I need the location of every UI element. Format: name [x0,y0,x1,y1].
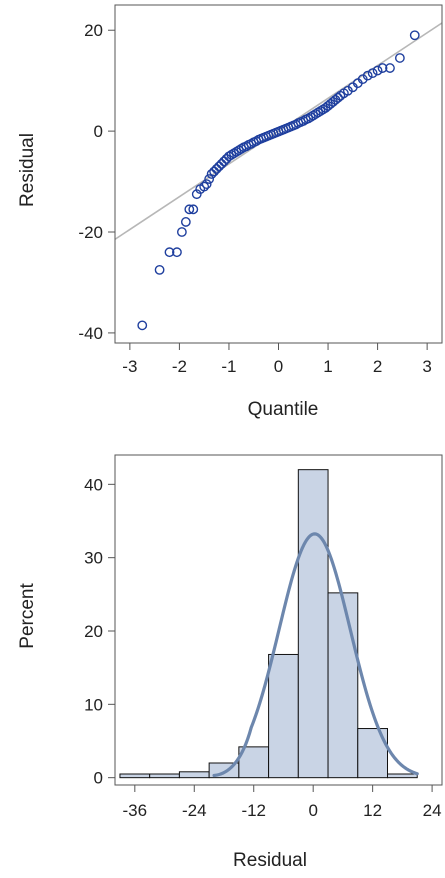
qq-reference-line-group [115,21,442,241]
qq-point [385,63,395,73]
histogram-x-tick-label: -36 [123,801,148,820]
histogram-y-ticks: 0 10 20 30 40 [84,475,115,788]
qq-point [367,68,378,79]
histogram-x-tick-label: 12 [363,801,382,820]
histogram-y-tick-label: 40 [84,475,103,494]
histogram-y-tick-label: 20 [84,622,103,641]
qq-point [214,161,224,172]
qq-x-tick-label: 1 [323,357,332,376]
density-curve [212,532,419,778]
histogram-bar [119,773,151,779]
histogram-y-tick-label: 10 [84,695,103,714]
histogram-bar [149,773,180,779]
qq-reference-line [115,21,442,241]
qq-point [184,204,195,215]
qq-plot-frame [115,5,442,343]
histogram-y-tick-label: 0 [94,769,103,788]
qq-point [310,109,321,119]
qq-point [172,247,182,258]
qq-point [313,107,324,118]
histogram-bar [178,771,210,779]
qq-point [216,159,227,169]
qq-point [226,149,237,160]
histogram-bar [268,653,299,779]
qq-point [315,106,326,116]
qq-point [224,151,234,162]
qq-x-ticks: -3 -2 -1 0 1 2 3 [122,343,432,376]
histogram-x-tick-label: 24 [423,801,442,820]
qq-y-axis-title: Residual [17,133,38,207]
qq-y-ticks: -40 -20 0 20 [78,21,115,343]
qq-point [233,145,244,156]
qq-point [209,166,219,177]
qq-y-tick-label: 0 [94,122,103,141]
qq-x-tick-label: -1 [221,357,236,376]
qq-point [377,63,388,73]
qq-point [236,143,247,154]
qq-x-tick-label: -2 [172,357,187,376]
qq-point [362,70,373,81]
qq-x-tick-label: 3 [422,357,431,376]
qq-plot-border [114,4,443,344]
histogram-bar [387,773,418,779]
histogram-y-axis-title: Percent [17,583,38,649]
qq-point [308,110,319,121]
qq-x-tick-label: -3 [122,357,137,376]
histogram-x-ticks: -36 -24 -12 0 12 24 [123,785,442,820]
qq-point [409,30,420,41]
histogram-x-tick-label: -24 [182,801,207,820]
qq-x-tick-label: 2 [373,357,382,376]
qq-x-tick-label: 0 [274,357,283,376]
qq-point [298,116,309,126]
qq-y-tick-label: -40 [78,324,103,343]
qq-point [394,53,405,63]
qq-point [246,138,257,149]
qq-point [372,65,383,76]
qq-point [305,112,316,122]
qq-point [137,320,148,331]
histogram-x-axis-title: Residual [233,850,307,871]
qq-point [211,164,222,174]
qq-point [154,264,165,275]
histogram-bar [327,592,359,779]
qq-y-tick-label: 20 [84,21,103,40]
qq-point [241,141,252,152]
qq-point [229,148,239,159]
histogram-x-tick-label: -12 [241,801,266,820]
qq-point [231,146,242,157]
histogram-x-tick-label: 0 [308,801,317,820]
qq-y-tick-label: -20 [78,223,103,242]
qq-point [204,174,215,184]
histogram-y-tick-label: 30 [84,549,103,568]
qq-point [303,113,314,124]
histogram-border [114,454,443,786]
qq-point [199,181,210,192]
qq-x-axis-title: Quantile [248,399,319,420]
qq-point [206,169,217,179]
qq-plot-panel: -3 -2 -1 0 1 2 3 -40 -20 0 20 Quantile Residual [17,4,443,420]
qq-point [219,156,229,167]
qq-point [180,217,191,227]
histogram-bar [297,469,329,779]
qq-point [176,227,187,237]
qq-point [164,247,175,258]
histogram-panel: -36 -24 -12 0 12 24 0 10 20 30 40 Residual Percen… [17,454,443,871]
density-curve-group [212,532,419,778]
qq-points-group [137,30,420,331]
qq-point [188,204,199,215]
histogram-bars-group [119,469,418,779]
qq-point [201,179,212,189]
